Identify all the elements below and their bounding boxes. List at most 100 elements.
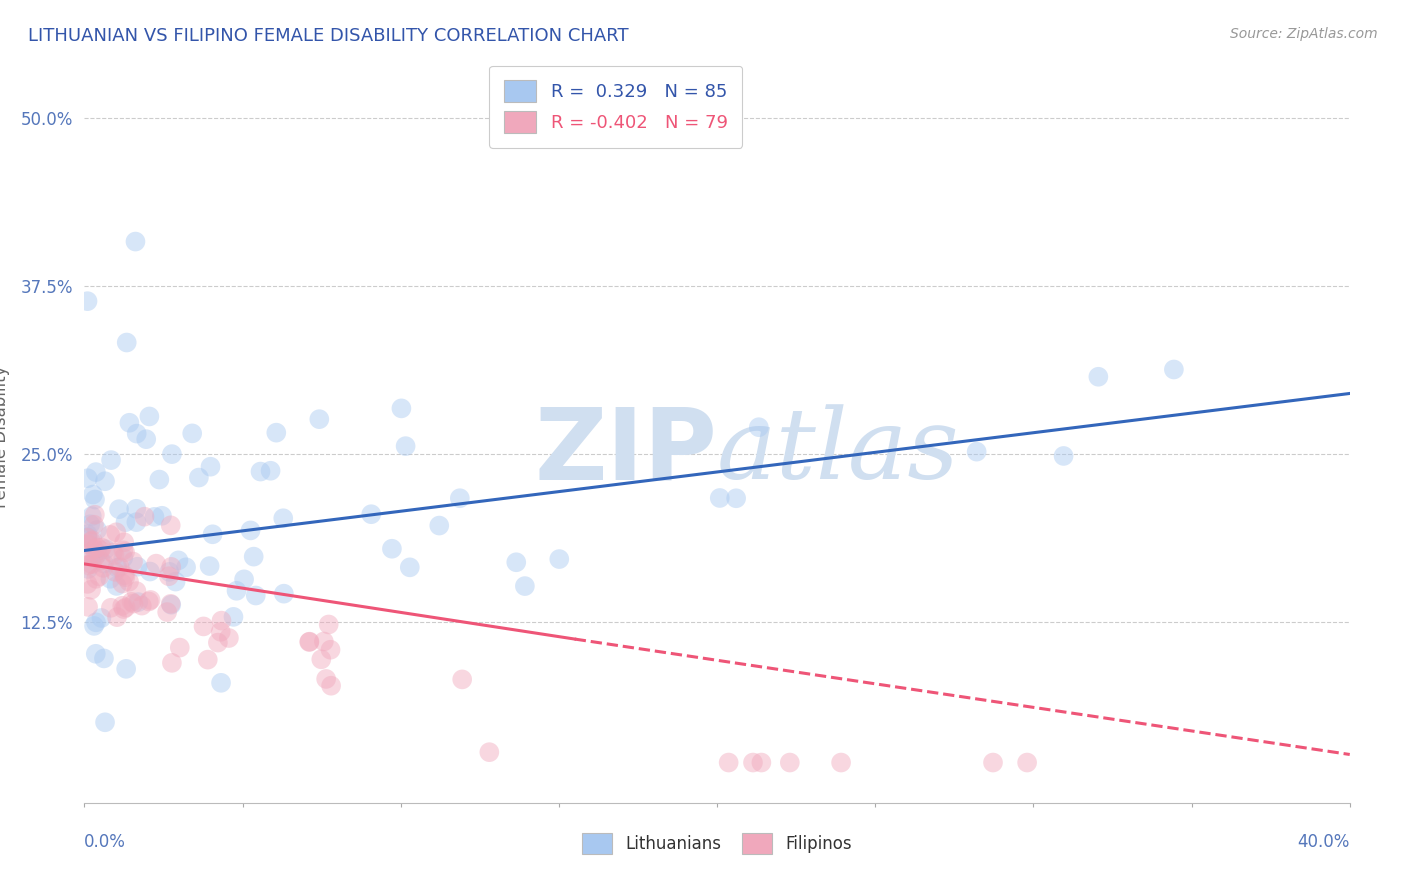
Point bbox=[112, 535, 135, 549]
Point bbox=[118, 574, 141, 589]
Point bbox=[90, 554, 112, 568]
Point bbox=[165, 574, 187, 589]
Point bbox=[89, 569, 111, 583]
Point bbox=[751, 756, 773, 770]
Point bbox=[84, 615, 107, 630]
Point bbox=[83, 619, 105, 633]
Point bbox=[76, 546, 98, 560]
Point bbox=[249, 465, 271, 479]
Point bbox=[94, 474, 117, 488]
Point bbox=[127, 559, 149, 574]
Point bbox=[89, 543, 111, 558]
Point bbox=[80, 582, 103, 597]
Point bbox=[273, 587, 295, 601]
Point bbox=[381, 541, 404, 556]
Point bbox=[84, 647, 107, 661]
Point bbox=[513, 579, 536, 593]
Point bbox=[94, 542, 117, 557]
Point bbox=[84, 550, 107, 565]
Point bbox=[308, 412, 330, 426]
Point bbox=[157, 565, 180, 579]
Point bbox=[318, 617, 340, 632]
Point bbox=[548, 552, 571, 566]
Point bbox=[83, 542, 105, 557]
Point bbox=[150, 508, 173, 523]
Point bbox=[259, 464, 281, 478]
Point bbox=[200, 459, 222, 474]
Point bbox=[83, 548, 105, 562]
Point bbox=[207, 635, 229, 649]
Point bbox=[779, 756, 801, 770]
Point bbox=[93, 557, 115, 571]
Point bbox=[76, 531, 98, 545]
Point bbox=[211, 614, 233, 628]
Point bbox=[90, 611, 112, 625]
Point bbox=[159, 518, 181, 533]
Point bbox=[84, 492, 107, 507]
Point bbox=[105, 579, 128, 593]
Point bbox=[830, 756, 852, 770]
Point bbox=[174, 560, 197, 574]
Point bbox=[112, 568, 135, 582]
Point bbox=[1163, 362, 1185, 376]
Point bbox=[91, 561, 114, 575]
Point bbox=[245, 589, 267, 603]
Point bbox=[94, 715, 117, 730]
Text: LITHUANIAN VS FILIPINO FEMALE DISABILITY CORRELATION CHART: LITHUANIAN VS FILIPINO FEMALE DISABILITY… bbox=[28, 27, 628, 45]
Point bbox=[84, 572, 107, 586]
Point bbox=[717, 756, 740, 770]
Point bbox=[76, 527, 98, 541]
Point bbox=[101, 546, 124, 560]
Point bbox=[80, 557, 103, 571]
Point bbox=[298, 634, 321, 648]
Point bbox=[87, 546, 110, 560]
Point bbox=[239, 524, 262, 538]
Point bbox=[122, 555, 145, 569]
Point bbox=[105, 560, 128, 574]
Point bbox=[169, 640, 191, 655]
Point bbox=[108, 502, 131, 516]
Point bbox=[197, 652, 219, 666]
Point bbox=[125, 584, 148, 599]
Point bbox=[143, 509, 166, 524]
Point bbox=[76, 471, 98, 485]
Point bbox=[82, 533, 104, 548]
Point bbox=[82, 487, 104, 501]
Point bbox=[218, 631, 240, 645]
Text: ZIP: ZIP bbox=[534, 403, 717, 500]
Point bbox=[159, 597, 181, 611]
Point bbox=[1087, 369, 1109, 384]
Point bbox=[167, 553, 190, 567]
Point bbox=[209, 624, 232, 639]
Point bbox=[242, 549, 264, 564]
Point bbox=[319, 679, 342, 693]
Point bbox=[90, 541, 112, 555]
Point bbox=[124, 235, 146, 249]
Point bbox=[80, 509, 103, 524]
Point bbox=[233, 572, 256, 586]
Point bbox=[981, 756, 1004, 770]
Point bbox=[201, 527, 224, 541]
Point bbox=[748, 420, 770, 434]
Point bbox=[77, 537, 100, 551]
Point bbox=[312, 634, 335, 648]
Point bbox=[93, 651, 115, 665]
Point bbox=[80, 534, 103, 549]
Point bbox=[209, 675, 232, 690]
Point bbox=[134, 509, 156, 524]
Text: 40.0%: 40.0% bbox=[1298, 833, 1350, 851]
Point bbox=[389, 401, 412, 416]
Point bbox=[139, 565, 162, 579]
Point bbox=[198, 559, 221, 574]
Point bbox=[118, 416, 141, 430]
Point bbox=[298, 635, 321, 649]
Point bbox=[83, 517, 105, 532]
Point bbox=[187, 470, 209, 484]
Point bbox=[103, 548, 125, 562]
Point bbox=[98, 528, 121, 542]
Point bbox=[127, 595, 149, 609]
Point bbox=[427, 518, 450, 533]
Point bbox=[966, 444, 988, 458]
Point bbox=[98, 572, 121, 586]
Point bbox=[160, 656, 183, 670]
